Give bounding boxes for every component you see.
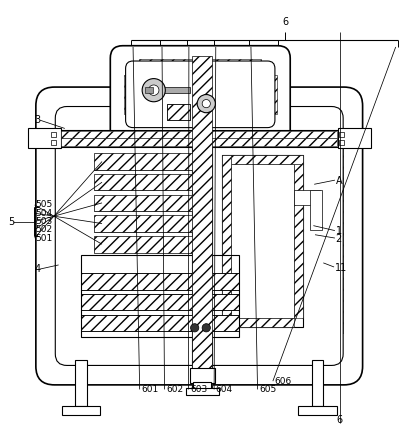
Bar xyxy=(88,354,311,365)
Bar xyxy=(293,190,320,205)
Text: 1: 1 xyxy=(336,226,342,237)
FancyBboxPatch shape xyxy=(36,87,363,385)
Text: 606: 606 xyxy=(274,377,292,386)
Bar xyxy=(81,273,239,290)
Bar xyxy=(61,130,338,147)
Bar xyxy=(298,405,337,415)
Bar xyxy=(146,87,153,93)
Text: 502: 502 xyxy=(35,225,53,234)
Bar xyxy=(193,381,211,389)
Circle shape xyxy=(190,324,199,332)
Text: 604: 604 xyxy=(216,385,233,394)
Bar xyxy=(75,360,87,405)
Bar xyxy=(81,294,239,311)
Bar xyxy=(332,139,343,333)
Bar xyxy=(222,155,303,327)
Bar xyxy=(51,140,56,145)
Bar xyxy=(61,131,337,138)
Bar xyxy=(222,155,231,327)
Bar xyxy=(139,59,261,69)
Bar xyxy=(81,315,239,331)
Bar xyxy=(310,190,322,230)
Bar xyxy=(267,75,277,114)
Bar xyxy=(61,138,337,146)
Bar xyxy=(192,56,212,391)
Bar xyxy=(186,388,219,395)
Text: 503: 503 xyxy=(35,217,53,226)
Bar xyxy=(94,236,212,253)
Bar xyxy=(81,294,239,311)
Bar xyxy=(51,132,56,137)
Text: 6: 6 xyxy=(337,415,343,425)
Circle shape xyxy=(202,100,210,108)
Text: 601: 601 xyxy=(142,385,159,394)
Circle shape xyxy=(149,85,159,95)
Circle shape xyxy=(197,94,215,113)
Bar xyxy=(94,174,212,190)
Bar xyxy=(293,164,303,318)
Circle shape xyxy=(202,324,210,332)
Bar xyxy=(81,273,239,290)
Text: 603: 603 xyxy=(190,385,208,394)
Bar xyxy=(56,139,67,333)
Text: 3: 3 xyxy=(34,115,41,125)
Bar xyxy=(81,255,239,337)
Bar xyxy=(167,104,190,120)
Bar xyxy=(81,315,239,331)
Bar xyxy=(27,128,61,148)
Bar xyxy=(339,140,344,145)
Bar xyxy=(312,360,323,405)
Bar xyxy=(94,215,212,232)
Text: 504: 504 xyxy=(35,209,53,218)
Bar xyxy=(190,368,215,383)
Bar xyxy=(163,87,190,93)
Text: 5: 5 xyxy=(8,217,15,226)
Bar xyxy=(94,153,212,170)
FancyBboxPatch shape xyxy=(110,46,290,143)
FancyBboxPatch shape xyxy=(55,106,343,365)
Text: 2: 2 xyxy=(336,234,342,244)
Bar xyxy=(338,128,371,148)
Text: 4: 4 xyxy=(34,264,41,274)
Text: 6: 6 xyxy=(282,17,288,27)
Text: 602: 602 xyxy=(166,385,183,394)
Bar xyxy=(339,132,344,137)
Text: 501: 501 xyxy=(35,233,53,243)
Text: 605: 605 xyxy=(259,385,276,394)
Bar xyxy=(231,164,293,318)
Text: 505: 505 xyxy=(35,200,53,210)
Text: 11: 11 xyxy=(335,263,347,273)
Bar xyxy=(231,318,293,327)
Bar xyxy=(231,155,303,164)
Bar xyxy=(167,104,190,120)
Text: A: A xyxy=(336,176,342,186)
Circle shape xyxy=(142,78,165,102)
Bar xyxy=(62,405,100,415)
Bar xyxy=(124,75,134,114)
FancyBboxPatch shape xyxy=(126,61,275,128)
Bar xyxy=(94,194,212,211)
